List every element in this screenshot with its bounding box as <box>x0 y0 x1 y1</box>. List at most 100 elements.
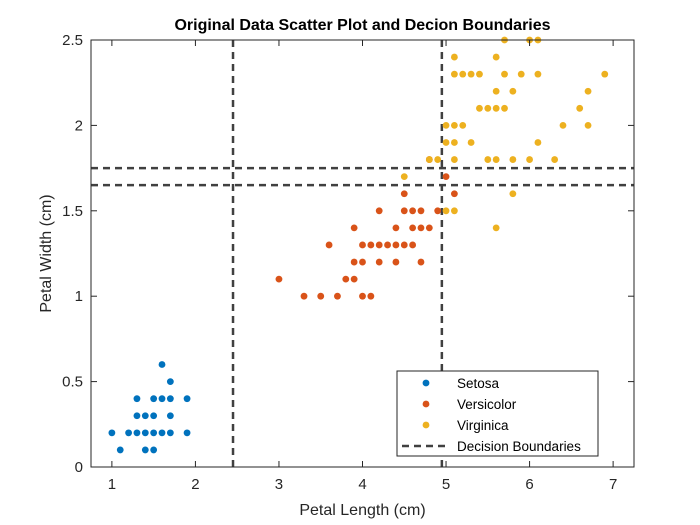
data-point <box>467 70 475 78</box>
data-point <box>534 70 542 78</box>
data-point <box>492 156 500 163</box>
data-point <box>392 258 400 266</box>
data-point <box>300 292 308 300</box>
legend: Setosa Versicolor Virginica Decision Bounda… <box>396 370 599 457</box>
data-point <box>350 224 358 232</box>
axis-ticks: 1 2 3 4 5 6 7 0 0.5 1 1.5 2 2.5 <box>62 32 634 493</box>
data-point <box>350 275 358 283</box>
legend-entry-label: Versicolor <box>457 397 517 412</box>
data-point <box>133 429 141 437</box>
x-tick-label: 5 <box>442 476 450 493</box>
data-point <box>442 139 450 146</box>
data-point <box>150 395 158 403</box>
data-point <box>442 207 450 215</box>
data-point <box>133 412 141 420</box>
data-point <box>359 241 366 249</box>
data-point <box>150 412 158 420</box>
data-point <box>158 429 166 437</box>
data-point <box>584 87 592 95</box>
data-point <box>400 207 408 215</box>
data-point <box>576 104 584 112</box>
data-point <box>350 258 358 266</box>
data-point <box>417 224 425 232</box>
data-point <box>450 190 458 198</box>
x-axis-label: Petal Length (cm) <box>299 502 425 519</box>
data-point <box>166 429 174 437</box>
data-point <box>409 224 417 232</box>
y-tick-label: 2 <box>75 117 83 134</box>
data-point <box>492 53 500 61</box>
data-point <box>476 104 483 112</box>
data-point <box>492 104 500 112</box>
data-point <box>450 139 458 146</box>
data-point <box>400 241 408 249</box>
data-point <box>442 122 450 129</box>
legend-entry-label: Virginica <box>457 418 509 433</box>
data-point <box>384 241 391 249</box>
data-point <box>417 258 425 266</box>
data-point <box>367 292 375 300</box>
y-tick-label: 0.5 <box>62 374 83 391</box>
data-point <box>116 446 124 454</box>
data-point <box>183 429 191 437</box>
data-point <box>434 156 442 163</box>
data-point <box>409 207 417 215</box>
data-point <box>509 87 517 95</box>
data-point <box>359 258 366 266</box>
data-point <box>400 173 408 181</box>
data-point <box>484 104 492 112</box>
legend-marker <box>422 400 430 408</box>
series-virginica <box>400 36 609 232</box>
y-tick-label: 0 <box>75 459 83 476</box>
data-point <box>417 207 425 215</box>
x-tick-label: 2 <box>191 476 199 493</box>
data-point <box>367 241 375 249</box>
data-point <box>334 292 341 300</box>
y-tick-label: 2.5 <box>62 32 83 49</box>
data-point <box>275 275 283 283</box>
series-setosa <box>108 361 191 454</box>
data-point <box>141 446 149 454</box>
data-point <box>450 207 458 215</box>
data-point <box>150 429 158 437</box>
x-tick-label: 6 <box>525 476 533 493</box>
y-tick-label: 1 <box>75 288 83 305</box>
data-point <box>359 292 366 300</box>
data-points <box>108 36 609 454</box>
data-point <box>509 156 517 163</box>
data-point <box>158 361 166 368</box>
chart-title: Original Data Scatter Plot and Decion Bo… <box>174 17 550 34</box>
x-tick-label: 1 <box>108 476 116 493</box>
data-point <box>501 70 508 78</box>
data-point <box>534 139 542 146</box>
data-point <box>526 156 533 163</box>
data-point <box>501 104 508 112</box>
x-tick-label: 3 <box>275 476 283 493</box>
data-point <box>409 241 417 249</box>
data-point <box>450 70 458 78</box>
data-point <box>584 122 592 129</box>
data-point <box>133 395 141 403</box>
data-point <box>375 241 383 249</box>
data-point <box>476 70 483 78</box>
data-point <box>141 429 149 437</box>
data-point <box>375 207 383 215</box>
legend-marker <box>422 379 430 387</box>
data-point <box>509 190 517 198</box>
legend-box <box>396 370 599 457</box>
x-tick-label: 7 <box>609 476 617 493</box>
data-point <box>141 412 149 420</box>
data-point <box>425 156 433 163</box>
legend-marker <box>422 421 430 429</box>
data-point <box>492 224 500 232</box>
data-point <box>125 429 132 437</box>
data-point <box>601 70 609 78</box>
data-point <box>317 292 325 300</box>
data-point <box>342 275 350 283</box>
data-point <box>166 378 174 385</box>
data-point <box>166 412 174 420</box>
data-point <box>375 258 383 266</box>
y-axis-label: Petal Width (cm) <box>38 194 55 312</box>
legend-entry-label: Decision Boundaries <box>457 439 581 454</box>
